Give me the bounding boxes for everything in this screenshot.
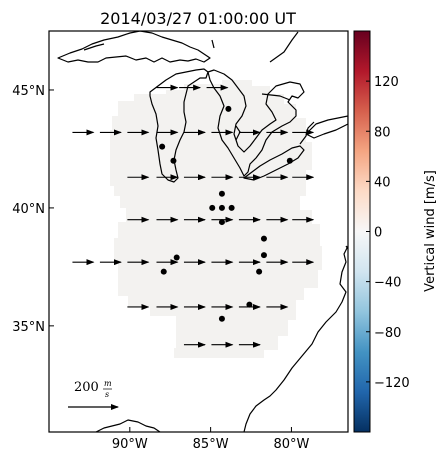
station-marker: [260, 235, 267, 242]
station-marker: [218, 315, 225, 322]
atlantic-coastline: [243, 245, 348, 432]
x-tick-label: 90°W: [112, 437, 148, 452]
coverage-region: [110, 80, 322, 358]
station-layer: [159, 105, 293, 322]
coastlines: [57, 31, 348, 432]
colorbar-ticks: −120 −80 −40 0 40 80 120: [366, 75, 410, 391]
colorbar-label: Vertical wind [m/s]: [423, 170, 438, 292]
x-tick-label: 85°W: [193, 437, 229, 452]
station-marker: [170, 157, 177, 164]
station-marker: [209, 204, 216, 211]
reference-vector: 200 m s: [68, 379, 119, 410]
station-marker: [173, 254, 180, 261]
station-marker: [160, 268, 167, 275]
station-marker: [246, 301, 253, 308]
colorbar-tick-label: 120: [374, 75, 399, 90]
map-axes: 90°W 85°W 80°W 45°N 40°N 35°N: [12, 84, 309, 452]
vector-layer: [72, 84, 315, 348]
map-panel: 200 m s: [49, 31, 348, 432]
colorbar-tick-label: 40: [374, 175, 391, 190]
chart-title: 2014/03/27 01:00:00 UT: [100, 9, 296, 28]
station-marker: [228, 204, 235, 211]
colorbar-tick-label: 0: [374, 226, 382, 241]
colorbar-tick-label: −40: [374, 276, 401, 291]
station-marker: [256, 268, 263, 275]
station-marker: [159, 143, 166, 150]
colorbar-tick-label: −120: [374, 376, 410, 391]
x-tick-label: 80°W: [273, 437, 309, 452]
reference-unit-numerator: m: [104, 379, 112, 388]
map-frame: [48, 30, 349, 433]
colorbar-tick-label: −80: [374, 326, 401, 341]
reference-unit-denominator: s: [105, 390, 109, 399]
y-tick-label: 45°N: [12, 84, 45, 99]
lake-erie-outline: [243, 145, 305, 181]
reference-value: 200: [74, 380, 99, 395]
station-marker: [260, 252, 267, 259]
station-marker: [225, 105, 232, 112]
lake-ontario-outline: [305, 115, 348, 139]
colorbar-tick-label: 80: [374, 125, 391, 140]
lake-huron-outline: [207, 69, 305, 177]
gulf-coastline: [95, 419, 161, 432]
station-marker: [218, 219, 225, 226]
y-tick-label: 35°N: [12, 320, 45, 335]
lake-superior-outline: [57, 31, 211, 63]
station-marker: [286, 157, 293, 164]
station-marker: [218, 190, 225, 197]
station-marker: [218, 204, 225, 211]
y-tick-label: 40°N: [12, 202, 45, 217]
